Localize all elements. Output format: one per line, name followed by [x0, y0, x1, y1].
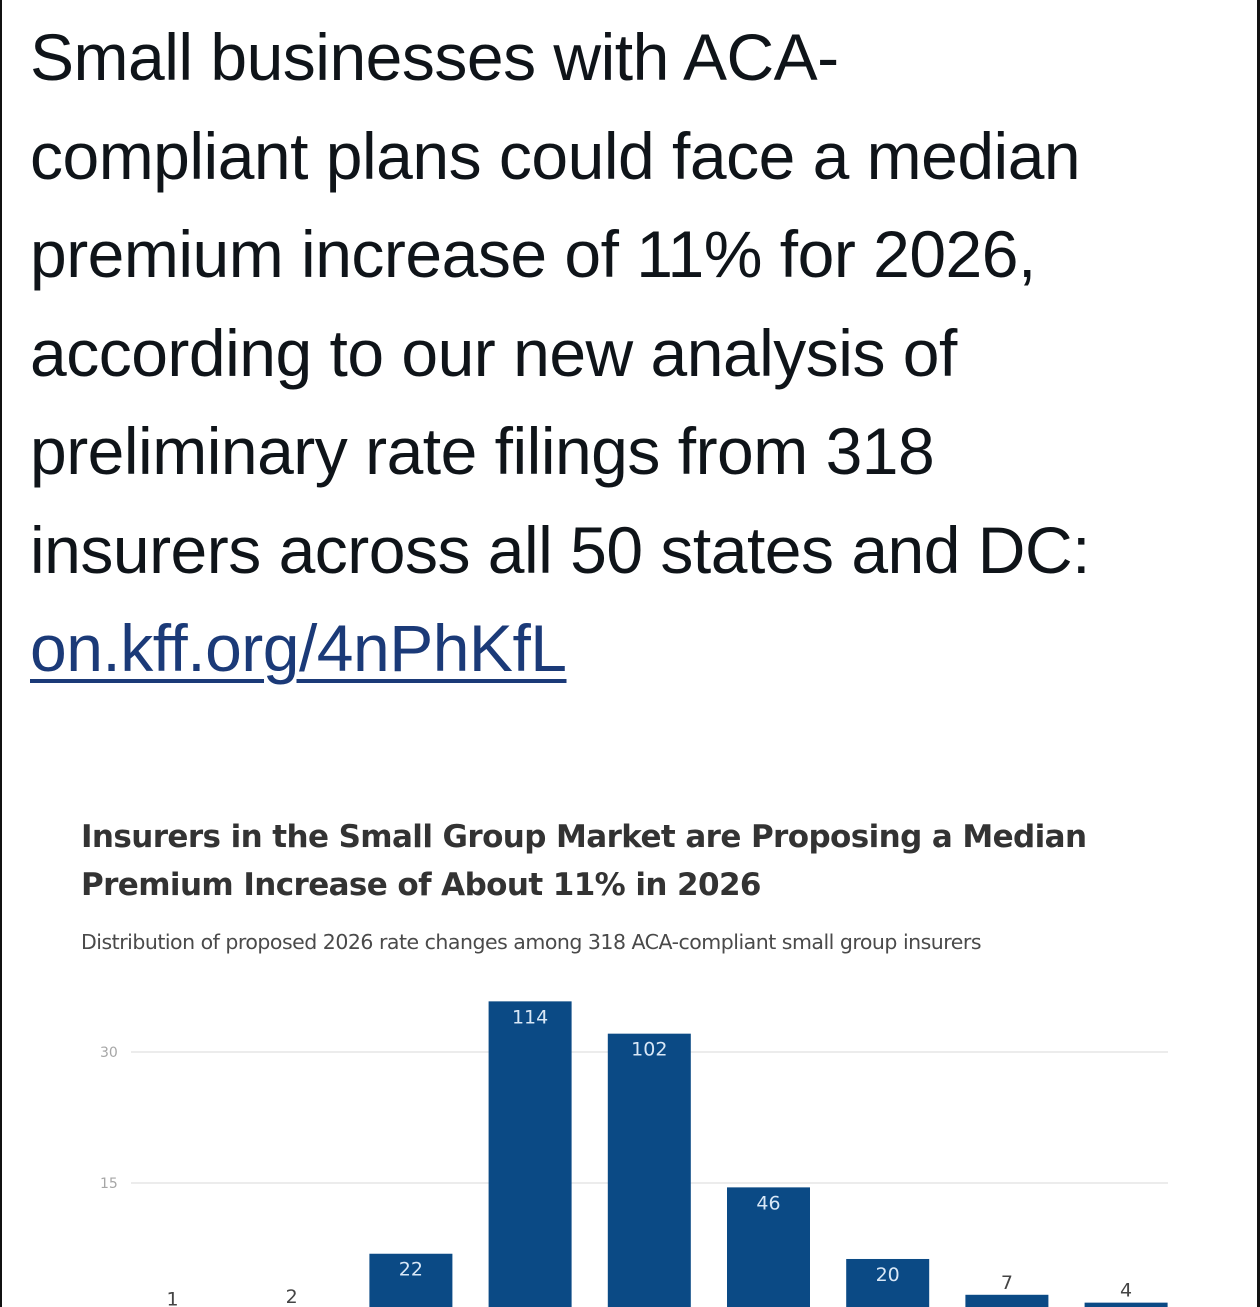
bar-value-label: 46 [756, 1192, 780, 1214]
bar [965, 1294, 1049, 1307]
tweet-text: Small businesses with ACA- compliant pla… [30, 8, 1230, 698]
chart-title: Insurers in the Small Group Market are P… [81, 819, 1087, 903]
tweet-line: insurers across all 50 states and DC: [30, 512, 1090, 587]
left-border [0, 0, 2, 1307]
bar [369, 1253, 453, 1307]
bars [369, 1001, 1168, 1307]
bar-value-label: 1 [166, 1288, 178, 1307]
bar-value-label: 2 [286, 1286, 298, 1307]
right-border [1257, 0, 1260, 1307]
tweet-line: according to our new analysis of [30, 315, 957, 390]
bar [1084, 1302, 1168, 1307]
chart-subtitle: Distribution of proposed 2026 rate chang… [81, 930, 982, 954]
y-tick-label: 30 [100, 1045, 118, 1061]
bar [488, 1001, 572, 1307]
tweet-line: preliminary rate filings from 318 [30, 414, 935, 488]
bar [607, 1033, 691, 1307]
article-link[interactable]: on.kff.org/4nPhKfL [30, 611, 567, 685]
tweet-line: premium increase of 11% for 2026, [30, 217, 1036, 291]
bar-value-label: 114 [512, 1006, 548, 1028]
y-tick-label: 15 [100, 1176, 118, 1192]
tweet-line: Small businesses with ACA- [30, 20, 839, 94]
tweet-line: compliant plans could face a median [30, 118, 1081, 193]
bar-value-label: 22 [399, 1259, 423, 1281]
bar-value-label: 102 [631, 1039, 667, 1061]
bar-value-label: 4 [1120, 1280, 1132, 1302]
bar-value-label: 20 [876, 1264, 900, 1286]
bar [846, 1258, 930, 1307]
bar-value-label: 7 [1001, 1272, 1013, 1294]
bar [727, 1187, 810, 1307]
